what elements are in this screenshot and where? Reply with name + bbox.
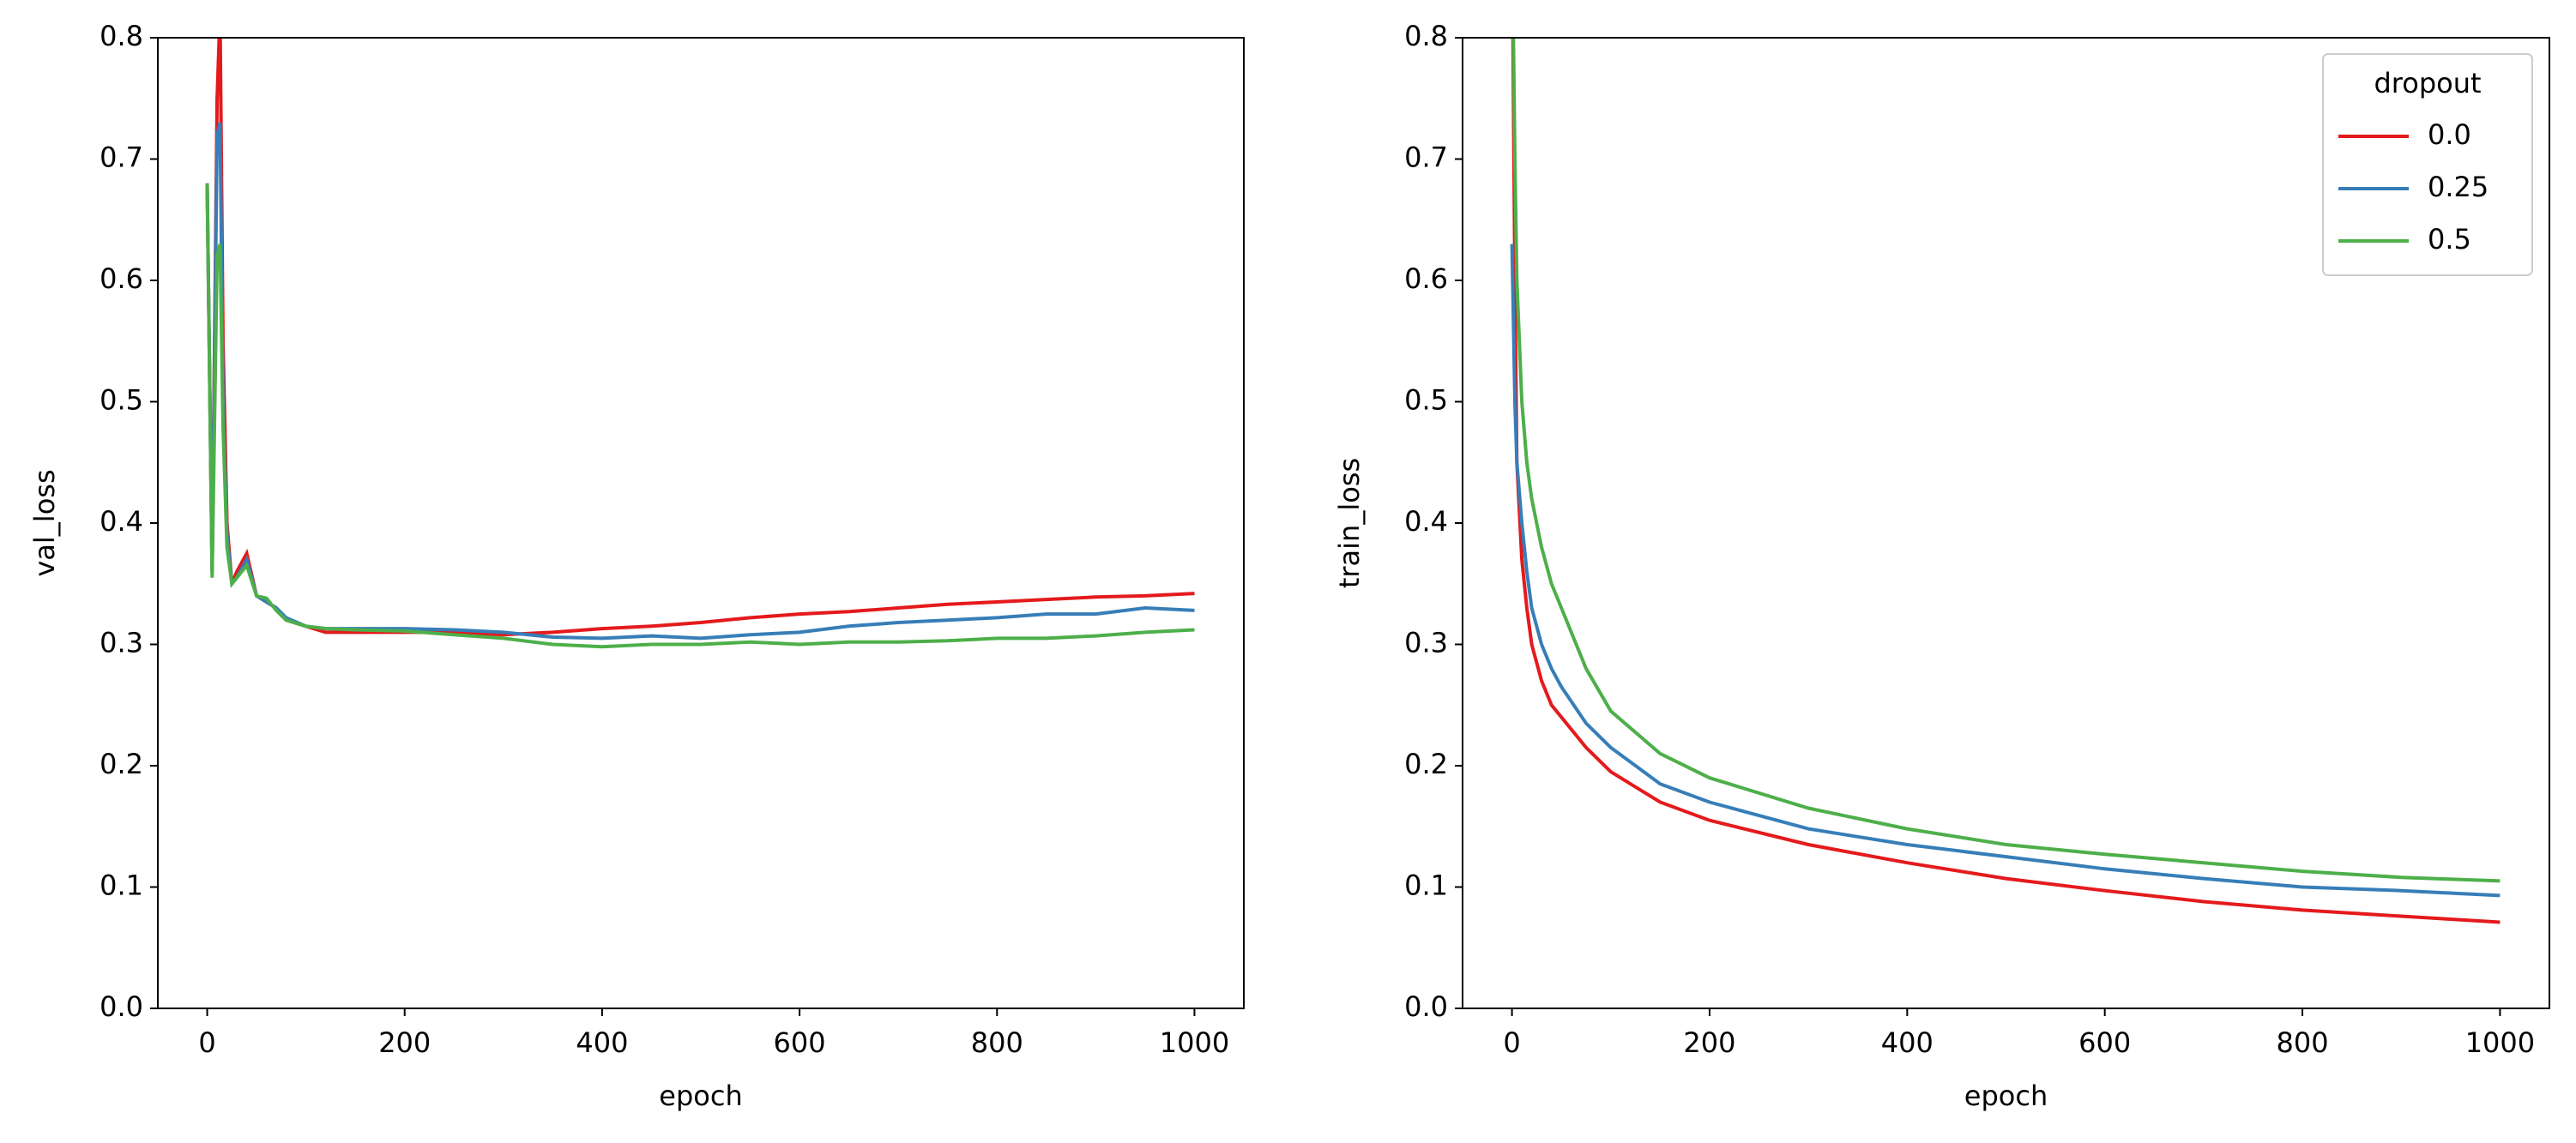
- legend-label: 0.0: [2428, 118, 2471, 151]
- y-tick-label: 0.5: [100, 384, 143, 417]
- y-tick-label: 0.7: [100, 141, 143, 174]
- x-tick-label: 1000: [1160, 1026, 1229, 1059]
- series-line: [205, 122, 1195, 641]
- legend-label: 0.25: [2428, 171, 2489, 203]
- y-tick-label: 0.8: [100, 20, 143, 52]
- x-tick-label: 600: [2078, 1026, 2131, 1059]
- series-line: [1510, 244, 2501, 898]
- y-tick-label: 0.1: [100, 869, 143, 902]
- plot-frame: [157, 37, 1245, 1009]
- y-tick-label: 0.7: [1404, 141, 1448, 174]
- x-tick-label: 1000: [2465, 1026, 2535, 1059]
- y-tick-label: 0.2: [1404, 748, 1448, 780]
- y-tick-label: 0.4: [100, 505, 143, 538]
- x-tick-label: 200: [1683, 1026, 1735, 1059]
- y-tick-label: 0.2: [100, 748, 143, 780]
- legend-box: [2322, 53, 2533, 276]
- x-axis-label: epoch: [1964, 1080, 2048, 1112]
- x-tick-label: 200: [378, 1026, 431, 1059]
- legend-label: 0.5: [2428, 223, 2471, 256]
- x-tick-label: 400: [576, 1026, 628, 1059]
- subplot: 0 200 400 600 800 1000 0.0 0.1 0.2 0.3 0.4 0.5 0.6 0.…: [28, 20, 1245, 1112]
- x-tick-label: 600: [774, 1026, 826, 1059]
- plot-frame: [1462, 37, 2550, 1009]
- y-tick-label: 0.3: [1404, 627, 1448, 659]
- x-axis-label: epoch: [659, 1080, 742, 1112]
- y-tick-label: 0.8: [1404, 20, 1448, 52]
- subplot: 0 200 400 600 800 1000 0.0 0.1 0.2 0.3 0.4 0.5 0.6 0.…: [1333, 20, 2550, 1112]
- y-tick-label: 0.5: [1404, 384, 1448, 417]
- y-tick-label: 0.3: [100, 627, 143, 659]
- series-line: [1511, 38, 2501, 924]
- x-tick-label: 0: [198, 1026, 215, 1059]
- legend-title: dropout: [2374, 67, 2481, 99]
- x-tick-label: 0: [1503, 1026, 1520, 1059]
- x-tick-label: 800: [2277, 1026, 2329, 1059]
- y-tick-label: 0.0: [1404, 990, 1448, 1023]
- y-tick-label: 0.4: [1404, 505, 1448, 538]
- x-tick-label: 400: [1881, 1026, 1934, 1059]
- y-axis-label: val_loss: [28, 469, 61, 576]
- y-tick-label: 0.6: [1404, 262, 1448, 295]
- x-tick-label: 800: [971, 1026, 1023, 1059]
- series-line: [205, 183, 1195, 649]
- y-axis-label: train_loss: [1333, 458, 1366, 588]
- series-line: [205, 38, 1195, 637]
- y-tick-label: 0.0: [100, 990, 143, 1023]
- series-line: [1511, 38, 2501, 883]
- y-tick-label: 0.1: [1404, 869, 1448, 902]
- y-tick-label: 0.6: [100, 262, 143, 295]
